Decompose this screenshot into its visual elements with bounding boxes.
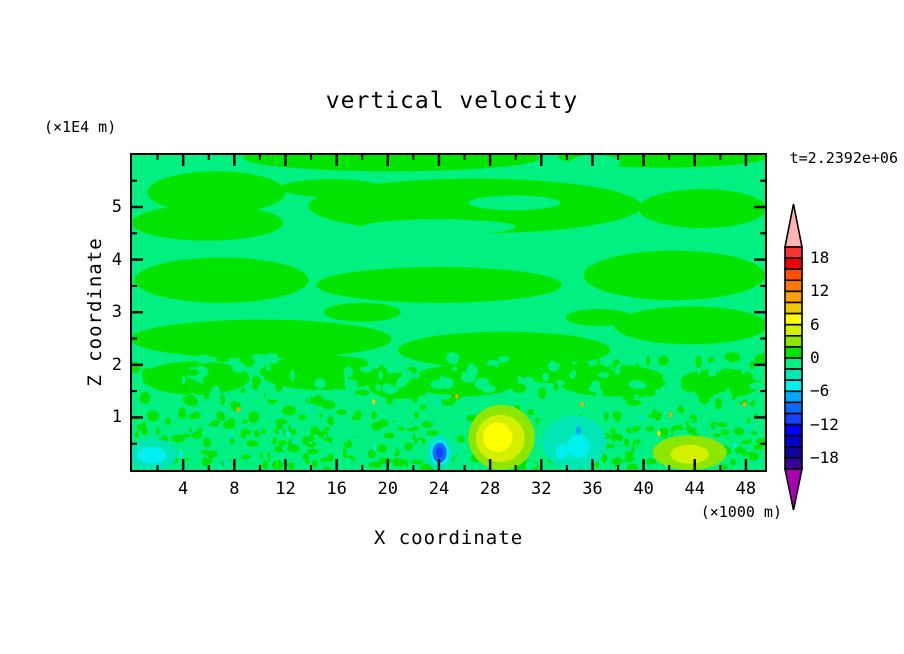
colorbar-tick-label: −12 xyxy=(810,414,839,434)
x-tick-label: 24 xyxy=(428,479,450,499)
contour-plot xyxy=(130,153,767,472)
z-tick-label: 1 xyxy=(111,407,122,428)
z-tick-label: 3 xyxy=(111,302,122,323)
colorbar-tick-label: −18 xyxy=(810,447,839,467)
z-axis-unit-label: (×1E4 m) xyxy=(44,118,117,136)
colorbar-tick-label: 0 xyxy=(810,348,820,367)
chart-title: vertical velocity xyxy=(325,88,579,114)
x-tick-label: 8 xyxy=(229,479,240,499)
x-tick-label: 12 xyxy=(275,479,296,499)
x-axis-unit-label: (×1000 m) xyxy=(700,503,782,521)
x-tick-label: 16 xyxy=(326,479,347,499)
contour-field-features xyxy=(132,393,747,470)
colorbar xyxy=(784,203,803,511)
x-tick-label: 28 xyxy=(479,479,501,499)
colorbar-tick-label: 18 xyxy=(810,248,830,268)
z-tick-label: 5 xyxy=(111,197,122,217)
colorbar-tick-label: 6 xyxy=(810,314,820,334)
axis-ticks xyxy=(132,155,765,470)
z-tick-label: 4 xyxy=(111,249,122,270)
colorbar-tick-label: −6 xyxy=(810,381,830,401)
x-tick-label: 36 xyxy=(582,479,603,499)
colorbar-tick-label: 12 xyxy=(810,281,830,301)
x-tick-label: 44 xyxy=(684,479,705,499)
z-tick-label: 2 xyxy=(111,354,122,375)
x-tick-label: 32 xyxy=(531,479,552,499)
x-axis-title: X coordinate xyxy=(373,527,524,549)
x-tick-label: 40 xyxy=(633,479,654,499)
x-tick-label: 20 xyxy=(377,479,399,499)
time-annotation: t=2.2392e+06 xyxy=(789,149,898,167)
x-tick-label: 48 xyxy=(735,479,757,499)
x-tick-label: 4 xyxy=(178,479,189,499)
